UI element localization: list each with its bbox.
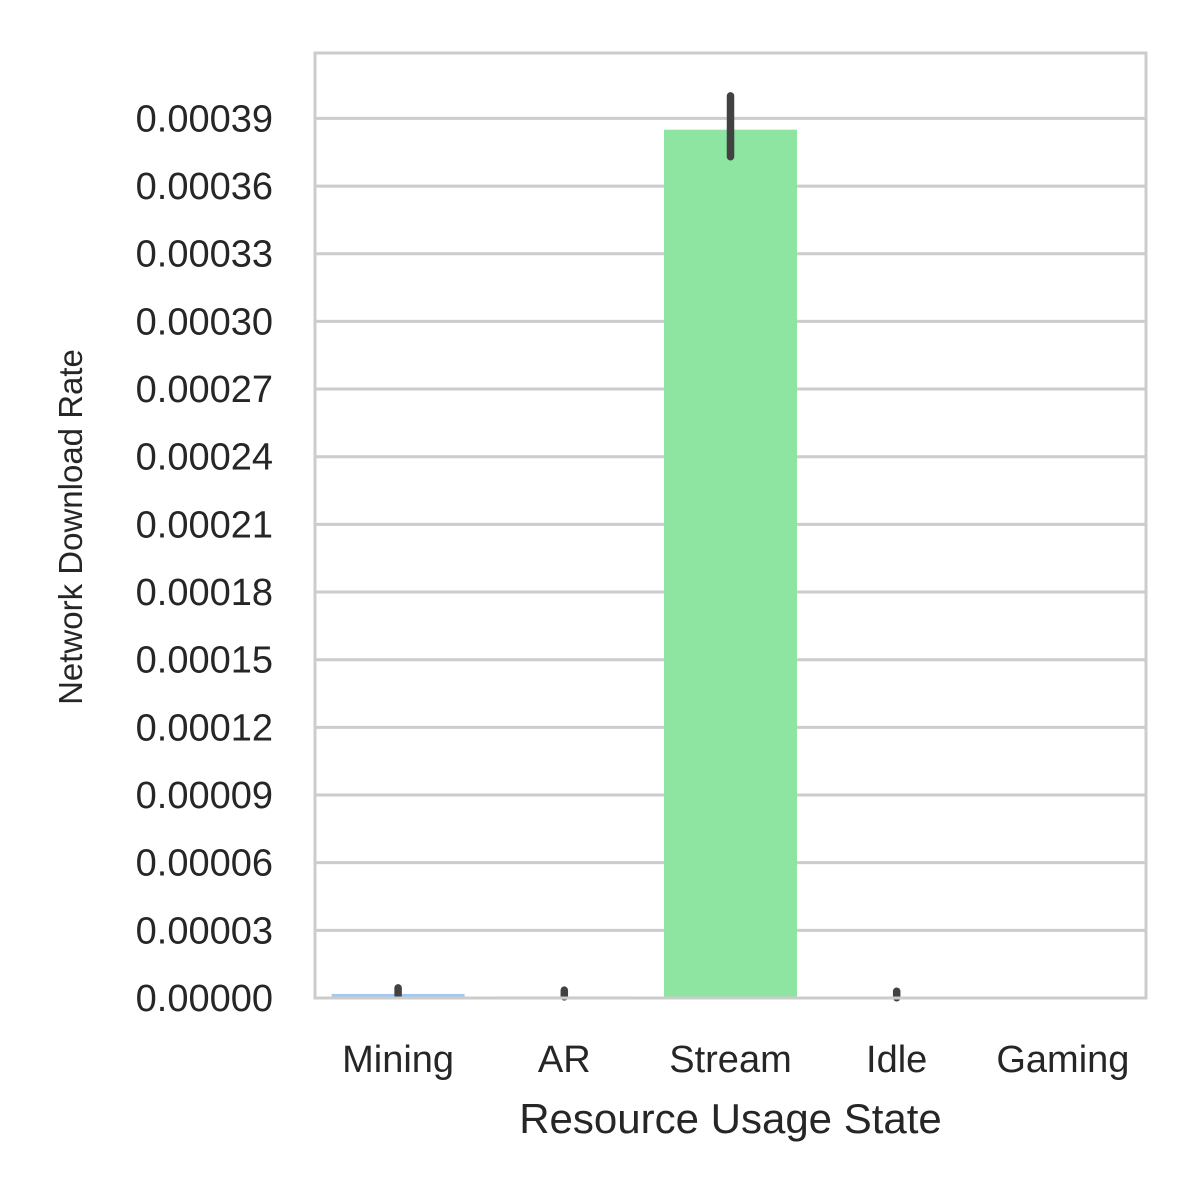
y-tick-label: 0.00036 — [136, 166, 273, 208]
x-tick-label: Idle — [866, 1039, 927, 1081]
y-tick-label: 0.00039 — [136, 98, 273, 140]
y-tick-label: 0.00003 — [136, 910, 273, 952]
y-tick-label: 0.00009 — [136, 775, 273, 817]
y-tick-label: 0.00012 — [136, 707, 273, 749]
y-tick-label: 0.00030 — [136, 301, 273, 343]
bars — [331, 129, 964, 999]
plot-frame — [313, 51, 1148, 1000]
y-tick-label: 0.00018 — [136, 572, 273, 614]
bar-stream — [664, 129, 797, 999]
x-tick-label: Mining — [342, 1039, 454, 1081]
y-tick-label: 0.00006 — [136, 843, 273, 885]
x-tick-label: Stream — [669, 1039, 791, 1081]
y-tick-label: 0.00015 — [136, 640, 273, 682]
y-tick-label: 0.00027 — [136, 369, 273, 411]
x-tick-label: Gaming — [996, 1039, 1129, 1081]
y-tick-label: 0.00000 — [136, 978, 273, 1020]
x-tick-label: AR — [538, 1039, 591, 1081]
y-tick-labels: 0.00000 0.00003 0.00006 0.00009 0.00012 0.000… — [136, 98, 273, 1020]
x-axis-label: Resource Usage State — [519, 1095, 942, 1142]
y-tick-label: 0.00021 — [136, 504, 273, 546]
y-axis-label: Network Download Rate — [52, 349, 89, 705]
y-tick-label: 0.00024 — [136, 437, 273, 479]
x-tick-labels: Mining AR Stream Idle Gaming — [342, 1039, 1129, 1081]
y-tick-label: 0.00033 — [136, 234, 273, 276]
